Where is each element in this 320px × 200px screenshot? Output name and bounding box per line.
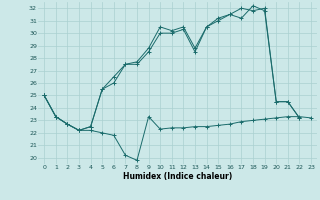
X-axis label: Humidex (Indice chaleur): Humidex (Indice chaleur) <box>123 172 232 181</box>
